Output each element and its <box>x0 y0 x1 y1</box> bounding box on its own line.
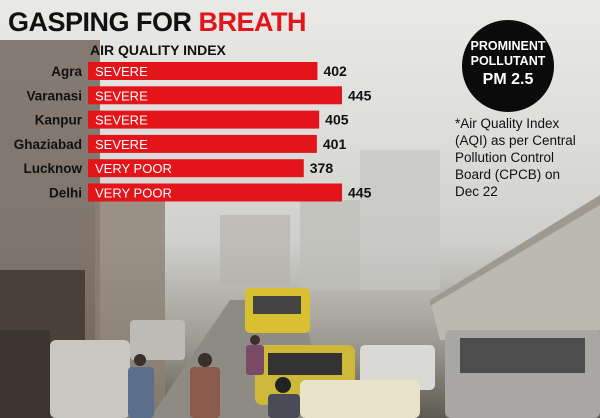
badge-pollutant: PM 2.5 <box>482 71 534 88</box>
value-label: 402 <box>323 63 347 79</box>
category-label: Varanasi <box>26 88 82 103</box>
badge-line-1: PROMINENT <box>470 39 546 53</box>
headline-text: GASPING FOR <box>8 7 199 37</box>
status-label: SEVERE <box>95 64 148 79</box>
value-label: 445 <box>348 87 372 103</box>
value-label: 445 <box>348 185 372 201</box>
status-label: SEVERE <box>95 113 148 128</box>
value-label: 378 <box>310 160 334 176</box>
value-label: 401 <box>323 136 347 152</box>
bar-delhi <box>88 183 342 202</box>
category-label: Kanpur <box>35 113 83 128</box>
category-label: Lucknow <box>23 161 82 176</box>
category-label: Delhi <box>49 186 82 201</box>
value-label: 405 <box>325 112 349 128</box>
status-label: SEVERE <box>95 88 148 103</box>
bar-agra <box>88 62 318 80</box>
badge-line-2: POLLUTANT <box>470 54 546 68</box>
headline: GASPING FOR BREATH <box>8 6 307 38</box>
category-label: Ghaziabad <box>14 137 82 152</box>
status-label: SEVERE <box>95 137 148 152</box>
bar-kanpur <box>88 110 320 129</box>
status-label: VERY POOR <box>95 186 172 201</box>
bar-ghaziabad <box>88 134 317 153</box>
bar-varanasi <box>88 86 342 105</box>
bar-lucknow <box>88 159 304 178</box>
status-label: VERY POOR <box>95 161 172 176</box>
source-note: *Air Quality Index (AQI) as per Central … <box>455 116 576 199</box>
chart-title: AIR QUALITY INDEX <box>90 42 226 58</box>
pollutant-badge: PROMINENT POLLUTANT PM 2.5 <box>462 20 554 112</box>
headline-accent: BREATH <box>198 7 307 37</box>
category-label: Agra <box>51 64 82 79</box>
